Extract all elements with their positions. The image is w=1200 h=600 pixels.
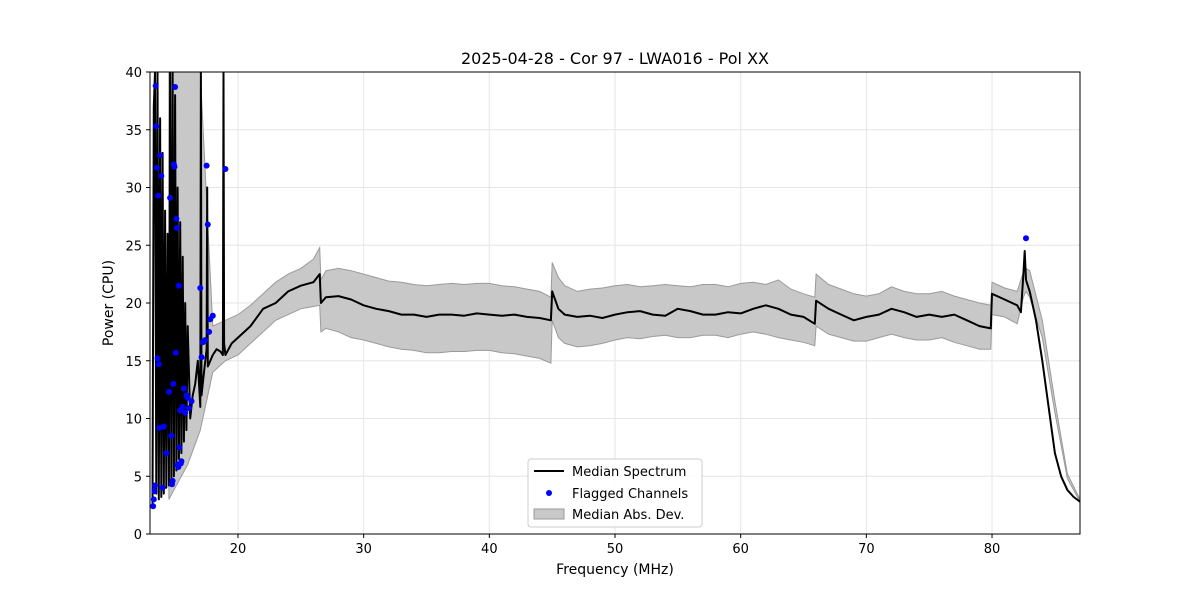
flagged-channel-point — [179, 403, 186, 410]
flagged-channel-point — [163, 450, 170, 457]
flagged-channel-point — [150, 503, 157, 510]
flagged-channel-point — [186, 405, 192, 412]
flagged-channel-point — [151, 488, 158, 495]
flagged-channel-point — [172, 349, 179, 356]
flagged-channel-point — [184, 394, 191, 401]
x-tick-label: 30 — [355, 542, 372, 557]
y-tick-label: 0 — [134, 528, 142, 543]
flagged-channel-point — [159, 484, 166, 491]
flagged-channel-point — [157, 152, 164, 159]
flagged-channel-point — [203, 162, 210, 169]
flagged-channel-point — [168, 432, 175, 439]
x-tick-label: 60 — [732, 542, 749, 557]
flagged-channel-point — [152, 482, 158, 489]
flagged-channel-point — [155, 361, 162, 368]
legend-flagged-marker — [546, 490, 552, 496]
flagged-channel-point — [209, 312, 216, 319]
flagged-channel-point — [1023, 235, 1029, 242]
y-tick-label: 40 — [125, 66, 142, 81]
flagged-channel-point — [197, 285, 204, 291]
y-tick-label: 20 — [125, 297, 142, 312]
flagged-channel-point — [204, 221, 211, 228]
flagged-channel-point — [175, 282, 182, 289]
flagged-channel-point — [171, 163, 178, 170]
flagged-channel-point — [165, 388, 172, 395]
mad-band — [168, 72, 1080, 502]
legend-mad-label: Median Abs. Dev. — [572, 508, 684, 523]
flagged-channel-point — [172, 84, 179, 90]
flagged-channel-point — [170, 380, 177, 387]
flagged-channel-point — [174, 224, 180, 231]
flagged-channel-point — [188, 398, 195, 405]
flagged-channel-point — [152, 82, 159, 89]
x-tick-label: 80 — [984, 542, 1001, 557]
flagged-channel-point — [160, 423, 167, 430]
legend: Median Spectrum Flagged Channels Median … — [527, 458, 703, 528]
y-tick-label: 35 — [125, 124, 142, 139]
flagged-channel-point — [153, 164, 160, 171]
flagged-channel-point — [153, 123, 160, 130]
legend-median-label: Median Spectrum — [572, 465, 686, 480]
flagged-channel-point — [202, 337, 209, 343]
legend-flagged-label: Flagged Channels — [572, 487, 688, 502]
flagged-channel-point — [150, 496, 157, 503]
flagged-channel-point — [206, 328, 213, 335]
flagged-channel-point — [182, 409, 189, 416]
flagged-channel-point — [167, 194, 174, 201]
flagged-channel-point — [155, 192, 162, 199]
plot-area — [150, 72, 1080, 510]
axis-ticks: 20 30 40 50 60 70 80 0 5 10 15 20 25 30 35 40 — [125, 66, 1000, 557]
flagged-channel-point — [173, 215, 180, 222]
flagged-channel-point — [158, 172, 165, 179]
y-tick-label: 5 — [134, 470, 142, 485]
y-tick-label: 15 — [125, 355, 142, 370]
flagged-channel-point — [169, 477, 176, 484]
y-axis-label: Power (CPU) — [101, 260, 117, 346]
x-tick-label: 40 — [481, 542, 498, 557]
x-axis-label: Frequency (MHz) — [556, 562, 674, 578]
x-tick-label: 50 — [607, 542, 624, 557]
x-tick-label: 20 — [230, 542, 247, 557]
y-tick-label: 30 — [125, 182, 142, 197]
x-tick-label: 70 — [858, 542, 875, 557]
flagged-channel-point — [180, 385, 187, 392]
flagged-channel-point — [198, 354, 205, 361]
legend-mad-swatch — [533, 508, 565, 520]
legend-box — [527, 458, 703, 528]
median-spectrum-line — [151, 72, 1080, 506]
chart-title: 2025-04-28 - Cor 97 - LWA016 - Pol XX — [461, 49, 769, 68]
flagged-channel-point — [222, 166, 229, 172]
flagged-channel-point — [178, 458, 185, 465]
flagged-channel-point — [154, 355, 161, 362]
flagged-channel-point — [176, 444, 183, 451]
y-tick-label: 10 — [125, 413, 142, 428]
y-tick-label: 25 — [125, 239, 142, 254]
